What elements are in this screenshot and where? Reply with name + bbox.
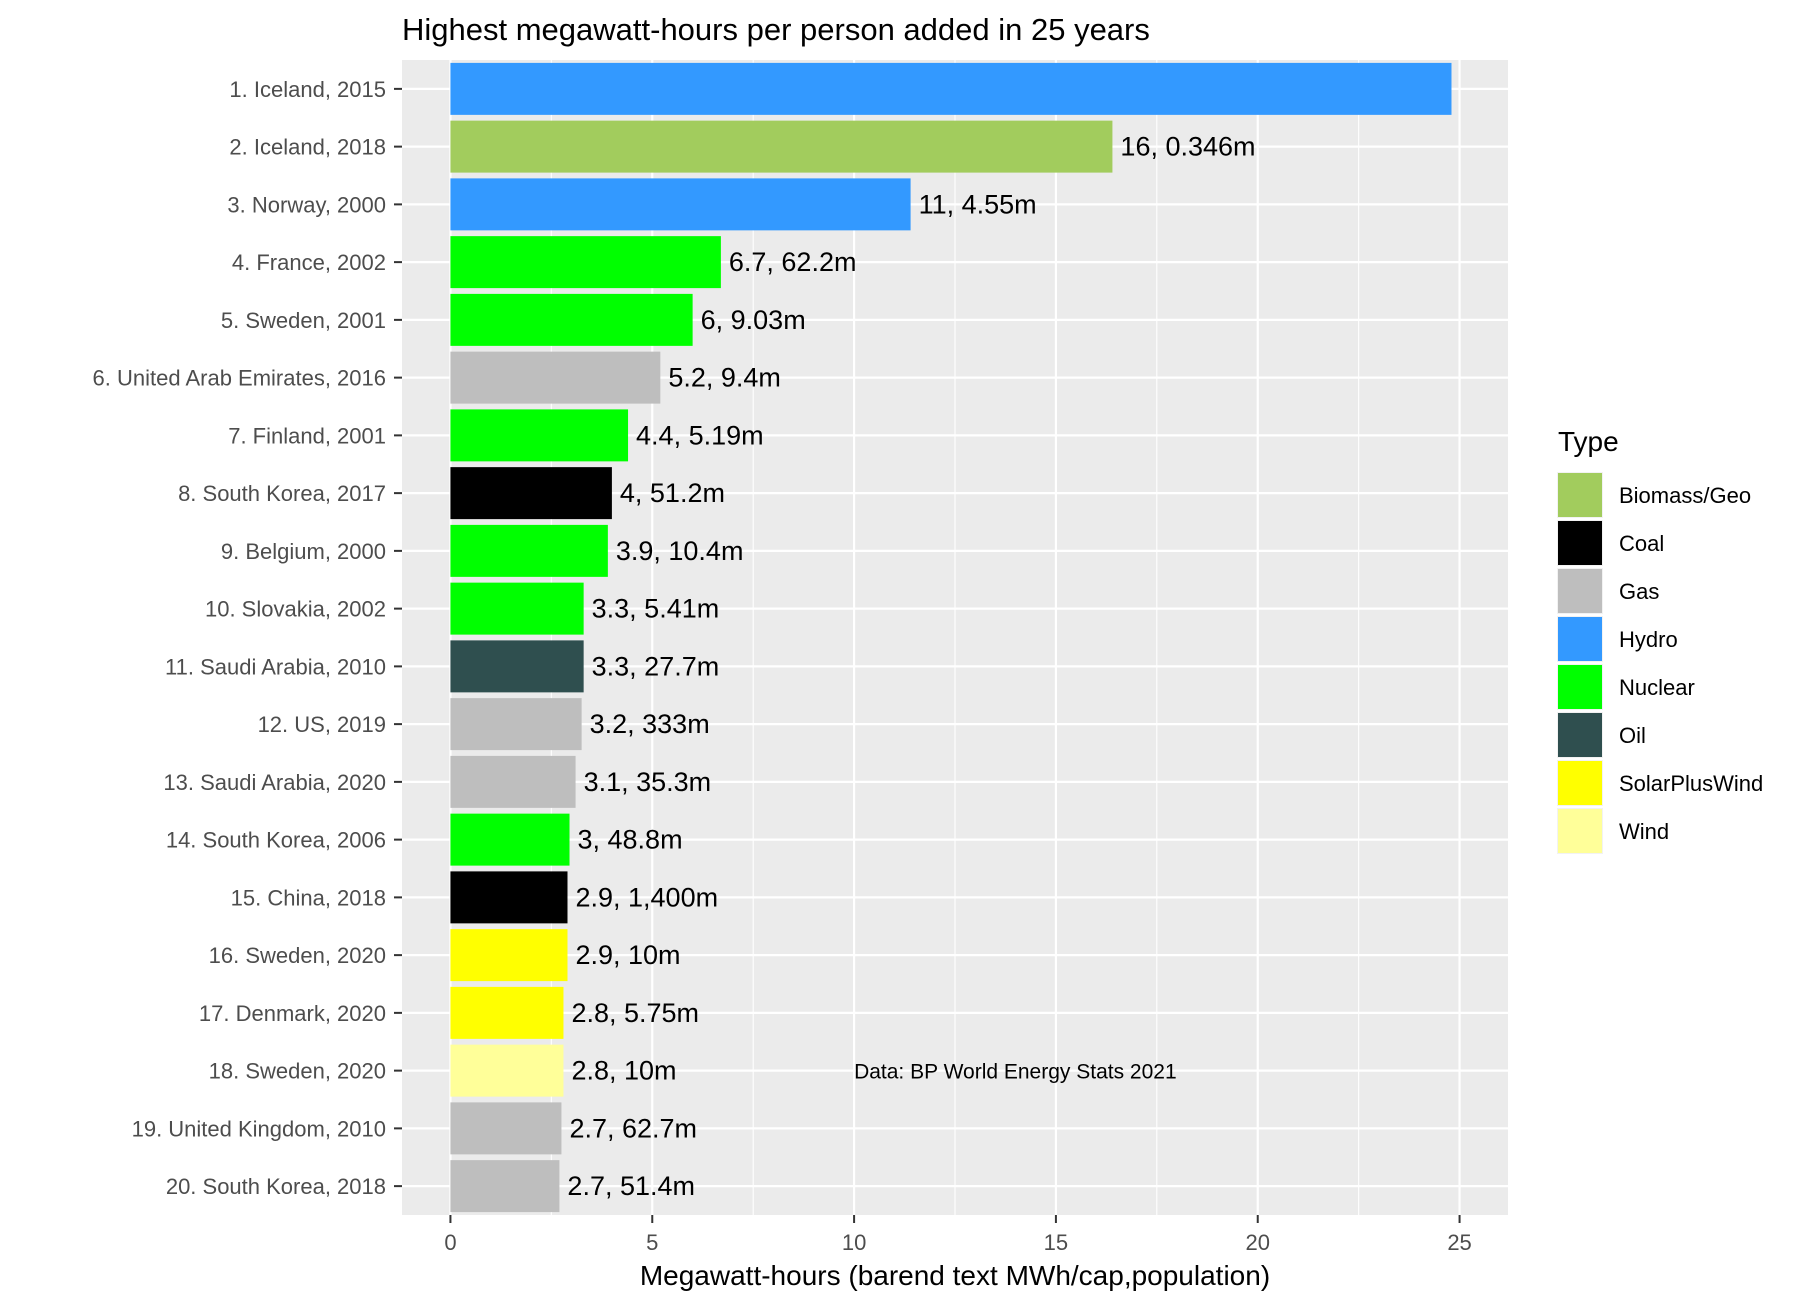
bar [450,178,911,231]
y-tick-label: 16. Sweden, 2020 [209,943,386,968]
legend-key [1558,809,1602,853]
bar [450,120,1113,173]
bar-labels-group: 16, 0.346m 11, 4.55m 6.7, 62.2m 6, 9.03m 5.2… [567,132,1255,1202]
y-tick-label: 4. France, 2002 [232,250,386,275]
x-tick-label: 0 [444,1230,456,1255]
x-tick-label: 20 [1245,1230,1269,1255]
bar [450,698,582,751]
bar [450,409,629,462]
bar-value-label: 3, 48.8m [578,825,683,855]
legend-key [1558,473,1602,517]
bar-value-label: 3.1, 35.3m [584,767,712,797]
legend-label: Nuclear [1619,675,1695,700]
bar [450,351,661,404]
bar-value-label: 11, 4.55m [919,189,1037,219]
bar [450,871,568,924]
legend-label: Biomass/Geo [1619,483,1751,508]
bar [450,755,576,808]
y-tick-label: 13. Saudi Arabia, 2020 [163,770,386,795]
bar-value-label: 2.9, 10m [575,940,680,970]
bar-value-label: 2.8, 5.75m [571,998,699,1028]
y-tick-label: 19. United Kingdom, 2010 [132,1116,386,1141]
x-tick-label: 15 [1044,1230,1068,1255]
major-gridlines [402,60,1508,1215]
y-tick-label: 8. South Korea, 2017 [178,481,386,506]
y-tick-label: 12. US, 2019 [258,712,386,737]
legend-key [1558,665,1602,709]
y-tick-label: 10. Slovakia, 2002 [205,597,386,622]
y-tick-label: 11. Saudi Arabia, 2010 [165,654,386,679]
bar-value-label: 2.9, 1,400m [575,882,718,912]
y-tick-label: 14. South Korea, 2006 [166,828,386,853]
y-tick-label: 17. Denmark, 2020 [199,1001,386,1026]
x-tick-label: 5 [646,1230,658,1255]
legend-key [1558,521,1602,565]
bar [450,236,721,289]
bar [450,582,584,635]
legend-key [1558,569,1602,613]
legend-label: Wind [1619,819,1669,844]
bar [450,62,1452,115]
bar-value-label: 2.7, 51.4m [567,1171,695,1201]
legend: Type Biomass/Geo Coal Gas Hydro Nuclear Oil So… [1557,426,1763,854]
legend-key [1558,617,1602,661]
legend-title: Type [1558,426,1619,457]
x-tick-label: 10 [842,1230,866,1255]
bar-value-label: 6.7, 62.2m [729,247,857,277]
legend-label: Hydro [1619,627,1678,652]
bar [450,1102,562,1155]
y-tick-label: 1. Iceland, 2015 [229,77,386,102]
y-tick-label: 6. United Arab Emirates, 2016 [93,366,387,391]
bar-value-label: 16, 0.346m [1120,132,1255,162]
y-tick-label: 5. Sweden, 2001 [221,308,386,333]
bar [450,524,608,577]
bar [450,813,570,866]
bar-value-label: 4.4, 5.19m [636,420,764,450]
y-tick-label: 3. Norway, 2000 [227,192,386,217]
legend-label: SolarPlusWind [1619,771,1763,796]
y-tick-label: 9. Belgium, 2000 [221,539,386,564]
legend-label: Coal [1619,531,1664,556]
bar [450,293,693,346]
x-axis-title: Megawatt-hours (barend text MWh/cap,popu… [640,1260,1270,1291]
legend-key [1558,761,1602,805]
x-tick-label: 25 [1447,1230,1471,1255]
y-tick-label: 7. Finland, 2001 [228,423,386,448]
bar [450,467,612,520]
legend-label: Oil [1619,723,1646,748]
chart-title: Highest megawatt-hours per person added … [402,12,1150,47]
bar-value-label: 2.8, 10m [571,1056,676,1086]
x-axis: 0 5 10 15 20 25 [444,1215,1472,1255]
bar-value-label: 3.3, 5.41m [592,594,720,624]
y-tick-label: 2. Iceland, 2018 [229,135,386,160]
bar-value-label: 3.2, 333m [590,709,710,739]
bar-value-label: 5.2, 9.4m [668,363,781,393]
bar [450,929,568,982]
y-tick-label: 20. South Korea, 2018 [166,1174,386,1199]
data-source-annotation: Data: BP World Energy Stats 2021 [854,1061,1177,1084]
bar-value-label: 6, 9.03m [701,305,806,335]
y-axis: 1. Iceland, 2015 2. Iceland, 2018 3. Norwa… [93,77,402,1199]
bar-value-label: 2.7, 62.7m [569,1113,697,1143]
bar [450,1044,564,1097]
bars-group [450,62,1452,1213]
legend-key [1558,713,1602,757]
bar-value-label: 4, 51.2m [620,478,725,508]
bar-value-label: 3.9, 10.4m [616,536,744,566]
bar [450,986,564,1039]
legend-label: Gas [1619,579,1659,604]
bar-value-label: 3.3, 27.7m [592,651,720,681]
y-tick-label: 18. Sweden, 2020 [209,1059,386,1084]
y-tick-label: 15. China, 2018 [231,885,386,910]
bar [450,640,584,693]
bar [450,1160,560,1213]
